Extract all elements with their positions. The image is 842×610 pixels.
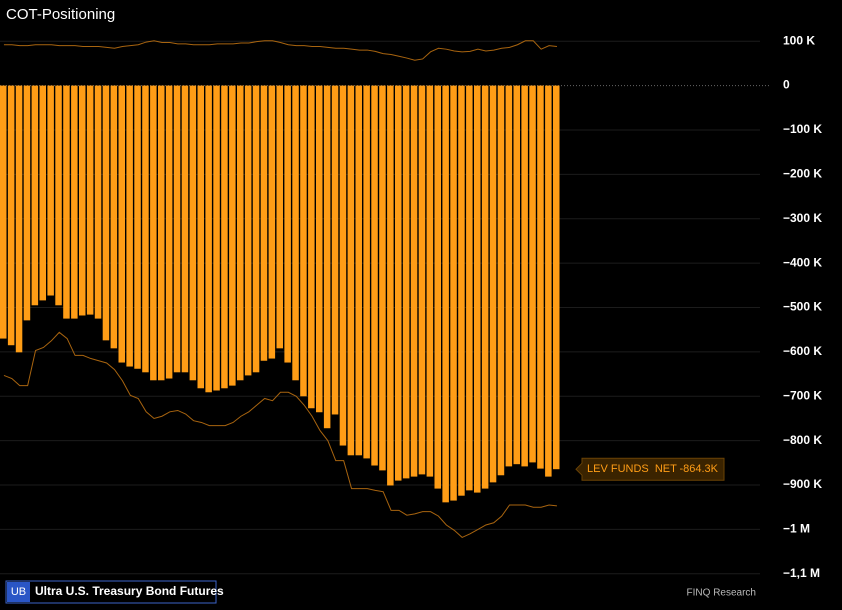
bar	[410, 85, 418, 477]
bar	[513, 85, 520, 465]
bar	[308, 85, 315, 409]
bar	[142, 85, 149, 373]
instrument-name: Ultra U.S. Treasury Bond Futures	[35, 584, 224, 598]
bar	[418, 85, 426, 475]
bar	[529, 85, 536, 463]
series-name: LEV FUNDS NET	[587, 463, 677, 475]
bar	[94, 85, 102, 319]
bar	[395, 85, 402, 481]
bar	[221, 85, 228, 389]
bar	[331, 85, 339, 415]
bar	[268, 85, 276, 359]
value-tag-box	[575, 457, 725, 481]
bar	[481, 85, 489, 489]
y-tick-label: −200 K	[783, 167, 822, 181]
y-tick-label: −700 K	[783, 388, 822, 402]
bar	[474, 85, 481, 493]
bar	[55, 85, 62, 306]
bar	[316, 85, 323, 413]
bar	[292, 85, 299, 381]
bar	[173, 85, 181, 373]
bar	[7, 85, 15, 346]
bar	[466, 85, 473, 491]
bar	[165, 85, 173, 379]
bar	[355, 85, 362, 456]
bar	[284, 85, 291, 363]
bar	[553, 85, 560, 470]
bar	[86, 85, 94, 315]
bar	[339, 85, 347, 446]
instrument-badge	[5, 580, 217, 604]
bar	[379, 85, 386, 471]
bar	[189, 85, 197, 381]
bar	[102, 85, 110, 341]
value-label: -864.3K	[679, 463, 718, 475]
bar	[260, 85, 268, 361]
bar	[47, 85, 54, 296]
bar	[158, 85, 165, 381]
bar	[0, 85, 7, 339]
bar	[213, 85, 220, 391]
bar	[363, 85, 370, 459]
bar	[150, 85, 157, 381]
bar	[458, 85, 465, 496]
bar	[181, 85, 189, 373]
bar	[31, 85, 39, 306]
bar	[300, 85, 307, 397]
bar	[323, 85, 331, 429]
bar	[63, 85, 70, 319]
badge-box	[7, 582, 30, 602]
bar	[237, 85, 244, 381]
bar	[197, 85, 204, 389]
bar	[39, 85, 46, 301]
bar	[23, 85, 31, 321]
bar	[118, 85, 125, 363]
bar	[442, 85, 449, 503]
y-tick-label: 100 K	[783, 33, 815, 47]
y-tick-label: −300 K	[783, 211, 822, 225]
bar	[434, 85, 441, 489]
line	[3, 40, 558, 61]
y-tick-label: −500 K	[783, 300, 822, 314]
bar	[426, 85, 434, 477]
bar	[126, 85, 133, 367]
y-tick-label: −800 K	[783, 433, 822, 447]
bar	[79, 85, 86, 316]
bar	[505, 85, 513, 467]
y-tick-label: −1,1 M	[783, 566, 820, 580]
bar	[71, 85, 78, 319]
y-tick-label: −400 K	[783, 255, 822, 269]
bar	[15, 85, 23, 353]
bar	[545, 85, 552, 477]
y-tick-label: −100 K	[783, 122, 822, 136]
bar	[537, 85, 544, 469]
bar	[521, 85, 528, 467]
source: FINQ Research	[687, 588, 756, 599]
bar	[347, 85, 355, 456]
y-tick-label: −900 K	[783, 477, 822, 491]
line	[3, 331, 558, 539]
bar	[134, 85, 141, 369]
y-tick-label: 0	[783, 78, 790, 92]
bar	[371, 85, 378, 466]
bar	[402, 85, 410, 479]
bar	[252, 85, 260, 373]
chart-title: COT-Positioning	[6, 6, 115, 23]
badge-code: UB	[11, 586, 26, 598]
bar	[229, 85, 236, 386]
bar	[450, 85, 457, 501]
bar	[276, 85, 283, 349]
bar	[489, 85, 497, 483]
bar	[205, 85, 212, 393]
bar	[110, 85, 118, 349]
bar	[387, 85, 394, 486]
bar	[244, 85, 252, 376]
y-tick-label: −1 M	[783, 522, 810, 536]
bar	[497, 85, 505, 476]
y-tick-label: −600 K	[783, 344, 822, 358]
